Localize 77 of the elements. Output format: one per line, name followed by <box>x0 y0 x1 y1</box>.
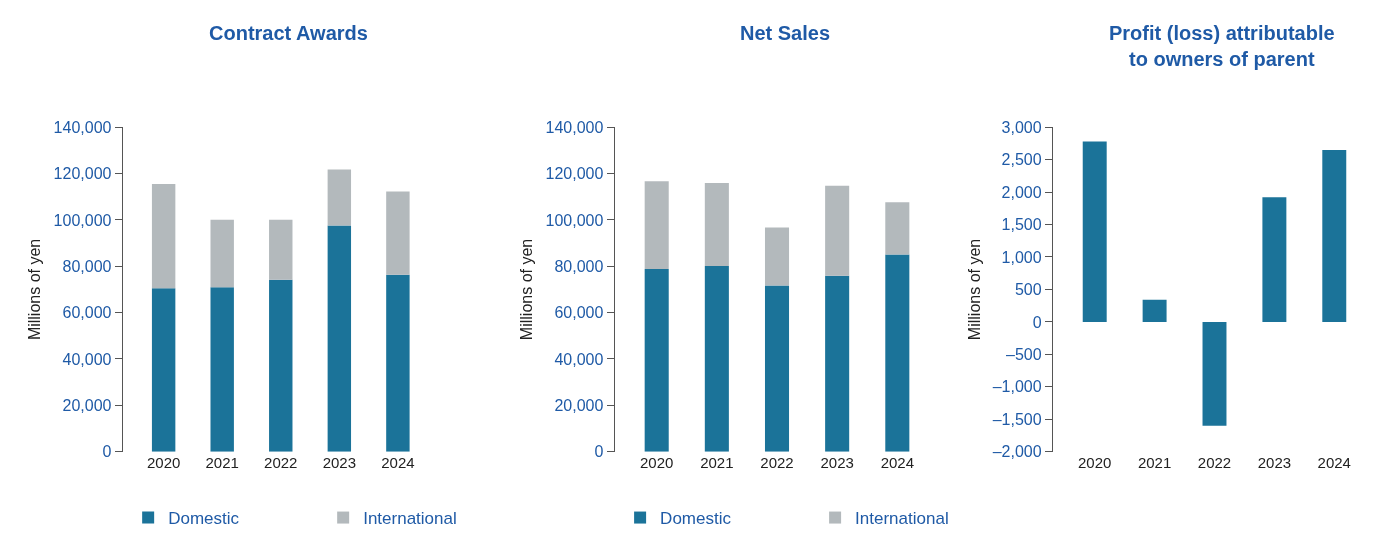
chart-title: Profit (loss) attributable to owners of parent <box>1109 22 1335 70</box>
bar <box>1322 149 1347 322</box>
bar <box>764 285 790 452</box>
bar <box>210 287 234 452</box>
x-tick-label: 2024 <box>880 453 915 471</box>
y-tick-label: 40,000 <box>62 350 112 368</box>
y-tick-label: 120,000 <box>545 165 604 183</box>
y-tick-label: –1,000 <box>992 378 1042 396</box>
x-tick-label: 2024 <box>381 453 415 471</box>
x-tick-label: 2022 <box>264 453 298 471</box>
y-tick-label: 140,000 <box>545 118 604 136</box>
y-tick-label: –1,500 <box>992 410 1042 428</box>
y-tick-label: 500 <box>1014 281 1042 299</box>
bar <box>386 274 410 452</box>
y-tick-label: 140,000 <box>53 118 112 136</box>
y-tick-label: 3,000 <box>1001 118 1042 136</box>
y-tick-label: 120,000 <box>53 165 112 183</box>
y-tick-label: 1,500 <box>1001 216 1042 234</box>
y-tick-label: 2,500 <box>1001 151 1042 169</box>
y-tick-label: 100,000 <box>545 211 604 229</box>
x-tick-label: 2020 <box>146 453 181 471</box>
y-tick-label: 20,000 <box>554 396 604 414</box>
y-tick-label: 60,000 <box>62 304 112 322</box>
bar <box>151 183 176 289</box>
bar <box>644 181 669 270</box>
y-axis-title: Millions of yen <box>26 238 44 341</box>
bar <box>269 279 293 452</box>
bar <box>327 225 352 452</box>
bar <box>1202 321 1227 426</box>
x-tick-label: 2023 <box>322 453 357 471</box>
bar <box>704 266 729 452</box>
x-tick-label: 2023 <box>1257 453 1292 471</box>
y-tick-label: 1,000 <box>1001 248 1042 266</box>
y-tick-label: 60,000 <box>554 304 604 322</box>
bar <box>885 202 910 255</box>
y-tick-label: 100,000 <box>53 211 112 229</box>
y-tick-label: 40,000 <box>554 350 604 368</box>
x-tick-label: 2020 <box>1078 453 1112 471</box>
bar <box>885 254 910 452</box>
bar <box>1082 141 1107 322</box>
legend-label: Domestic <box>660 509 732 529</box>
y-tick-label: 80,000 <box>554 257 604 275</box>
x-tick-label: 2021 <box>700 453 734 471</box>
y-tick-label: 0 <box>594 443 604 461</box>
y-tick-label: 20,000 <box>62 396 112 414</box>
y-tick-label: 0 <box>102 443 112 461</box>
bar <box>704 183 729 267</box>
x-tick-label: 2021 <box>1137 453 1172 471</box>
legend-label: International <box>855 509 949 529</box>
x-tick-label: 2020 <box>640 453 674 471</box>
bar <box>764 227 790 286</box>
bar <box>1262 197 1287 322</box>
y-tick-label: –500 <box>1006 345 1042 363</box>
y-axis-title: Millions of yen <box>965 238 983 341</box>
legend-label: International <box>363 509 457 529</box>
x-tick-label: 2023 <box>820 453 854 471</box>
y-tick-label: 2,000 <box>1001 183 1042 201</box>
bar <box>269 219 293 280</box>
chart-title: Net Sales <box>740 22 831 44</box>
bar <box>825 185 850 276</box>
y-tick-label: 0 <box>1032 313 1042 331</box>
x-tick-label: 2024 <box>1317 453 1351 471</box>
bar <box>210 219 234 288</box>
bar <box>825 275 850 452</box>
bar <box>644 269 669 452</box>
x-tick-label: 2022 <box>1197 453 1232 471</box>
y-tick-label: 80,000 <box>62 257 112 275</box>
y-tick-label: –2,000 <box>992 443 1042 461</box>
x-tick-label: 2021 <box>205 453 239 471</box>
bar <box>327 169 352 226</box>
x-tick-label: 2022 <box>760 453 794 471</box>
bar <box>386 191 410 275</box>
legend-label: Domestic <box>168 509 240 529</box>
chart-title: Contract Awards <box>209 22 368 44</box>
bar <box>1142 299 1167 322</box>
bar <box>151 288 176 452</box>
y-axis-title: Millions of yen <box>518 238 536 341</box>
